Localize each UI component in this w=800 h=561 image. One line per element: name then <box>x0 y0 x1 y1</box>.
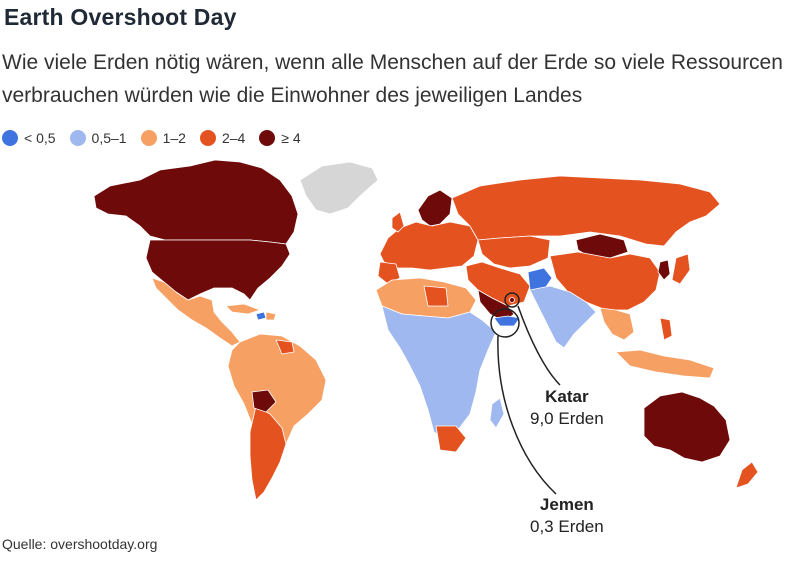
source-note: Quelle: overshootday.org <box>2 536 158 552</box>
region-central-asia <box>477 235 551 269</box>
yemen-callout-circle <box>490 308 520 338</box>
region-russia <box>451 175 721 247</box>
chart-title: Earth Overshoot Day <box>4 4 237 30</box>
legend-label: ≥ 4 <box>281 130 301 146</box>
region-new-zealand <box>735 461 759 489</box>
legend-label: < 0,5 <box>24 130 56 146</box>
region-qatar <box>509 297 515 303</box>
callout-katar-value: 9,0 Erden <box>530 409 604 428</box>
legend-label: 2–4 <box>221 130 246 146</box>
region-afghanistan <box>527 267 553 291</box>
region-libya <box>423 285 449 307</box>
legend-item-gte-4: ≥ 4 <box>259 130 301 146</box>
region-guyana <box>275 339 295 355</box>
region-mexico <box>151 277 241 347</box>
chart-subtitle: Wie viele Erden nötig wären, wenn alle M… <box>2 51 783 107</box>
legend-item-2-4: 2–4 <box>199 130 246 146</box>
callout-jemen: Jemen 0,3 Erden <box>530 494 604 538</box>
region-europe <box>379 221 479 271</box>
region-greenland <box>299 161 379 215</box>
region-dominican <box>265 311 277 321</box>
yemen-callout-line <box>497 335 557 495</box>
legend-swatch <box>140 130 157 146</box>
legend-swatch <box>259 130 276 146</box>
legend-item-0-5-1: 0,5–1 <box>69 130 127 146</box>
region-korea <box>657 259 671 281</box>
qatar-callout-line <box>517 305 561 386</box>
region-indonesia <box>615 349 715 379</box>
region-argentina <box>249 405 287 501</box>
legend-item-1-2: 1–2 <box>140 130 186 146</box>
region-south-africa <box>435 425 467 453</box>
region-scandinavia <box>417 189 453 227</box>
region-india <box>529 285 597 349</box>
callout-jemen-name: Jemen <box>539 495 594 514</box>
region-japan <box>671 253 691 285</box>
legend-swatch <box>69 130 86 146</box>
region-canada <box>93 159 299 245</box>
legend-swatch <box>199 130 216 146</box>
legend: < 0,5 0,5–1 1–2 2–4 ≥ 4 <box>2 130 301 146</box>
region-middle-east <box>465 261 531 307</box>
region-madagascar <box>489 397 505 429</box>
legend-label: 0,5–1 <box>91 130 127 146</box>
region-uk <box>391 211 405 233</box>
callout-katar-name: Katar <box>545 387 589 406</box>
region-bolivia <box>251 389 277 413</box>
region-australia <box>643 391 731 463</box>
region-mongolia <box>575 233 629 259</box>
qatar-callout-circle <box>504 292 520 308</box>
callout-katar: Katar 9,0 Erden <box>530 386 604 430</box>
region-sub-saharan <box>381 305 497 441</box>
region-southeast-asia <box>599 307 635 341</box>
region-yemen <box>493 315 521 327</box>
region-haiti <box>255 311 267 321</box>
region-cuba <box>225 303 261 315</box>
legend-label: 1–2 <box>162 130 186 146</box>
legend-item-lt-0-5: < 0,5 <box>2 130 56 146</box>
region-philippines <box>659 317 673 341</box>
legend-swatch <box>2 130 18 146</box>
callout-jemen-value: 0,3 Erden <box>530 517 604 536</box>
